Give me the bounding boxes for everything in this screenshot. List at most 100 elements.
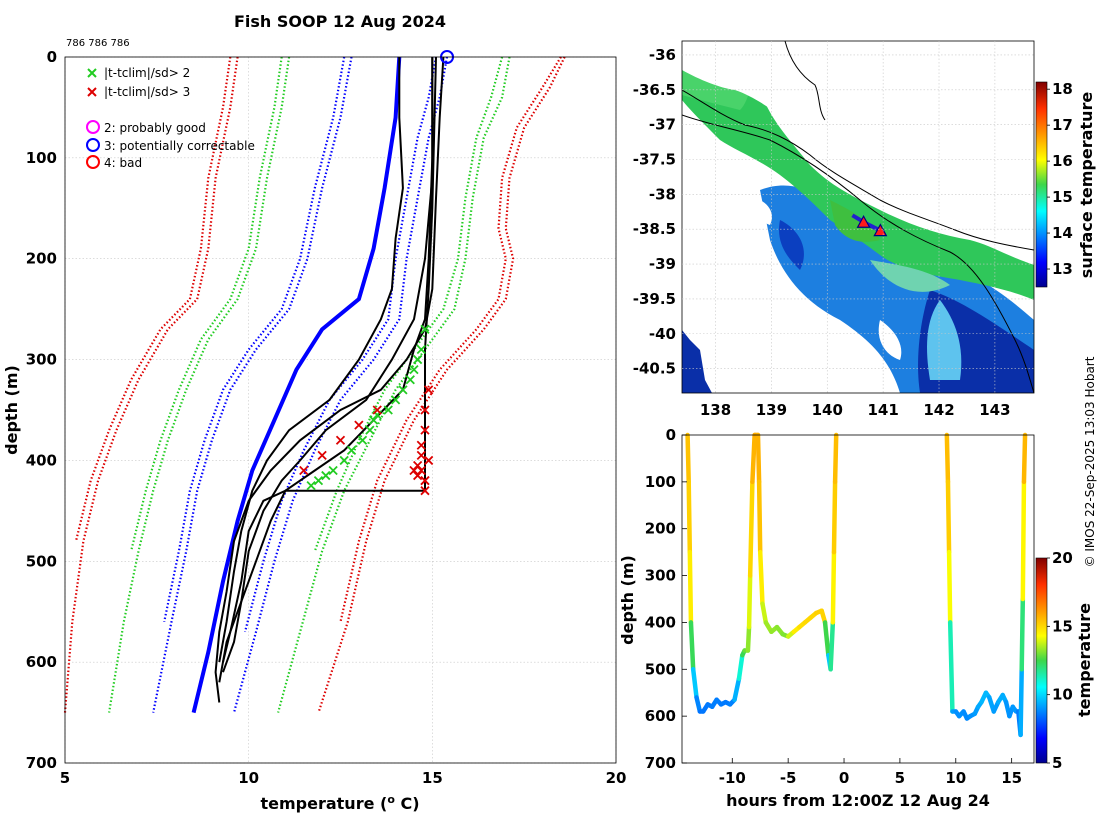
map-cold-patch: [779, 220, 804, 270]
ts-cbar-tick-label: 15: [1052, 617, 1073, 635]
ts-track-segment: [828, 620, 836, 672]
profile-ytick-label: 100: [26, 149, 57, 167]
profile-series-line: [218, 57, 404, 663]
ts-cbar-tick-label: 10: [1052, 686, 1073, 704]
map-ytick-label: -40.5: [633, 360, 676, 378]
ts-colorbar-label: temperature: [1075, 603, 1094, 717]
profile-ytick-label: 700: [26, 754, 57, 772]
profile-xtick-label: 5: [60, 769, 70, 787]
profile-series-line: [317, 56, 566, 713]
flag-cross-mark: [306, 481, 316, 491]
ts-track-segment: [750, 432, 757, 485]
map-ytick-label: -39.5: [633, 290, 676, 308]
profile-ylabel: depth (m): [2, 365, 21, 455]
legend: |t-tclim|/sd> 2 |t-tclim|/sd> 3 2: proba…: [86, 66, 255, 170]
map-cbar-tick-label: 13: [1052, 260, 1073, 278]
ts-series: [685, 432, 1028, 738]
profile-series-line: [222, 56, 437, 663]
ts-ytick-label: 500: [645, 660, 676, 678]
ts-track-segment: [736, 652, 745, 681]
flag-cross-mark: [409, 465, 419, 476]
ts-ticks: -10 -5 0 5 10 15 0 100 200 300 400 500 600 700: [645, 426, 1022, 787]
ts-colorbar: [1035, 557, 1048, 764]
ts-track-segment: [685, 432, 691, 485]
map-ytick-label: -37.5: [633, 150, 676, 168]
flag-cross-mark: [405, 375, 415, 385]
profile-series-line: [232, 56, 449, 713]
ts-track-segment: [832, 432, 839, 485]
credit: © IMOS 22-Sep-2025 13:03 Hobart: [1083, 356, 1097, 567]
ts-track-segment: [732, 676, 742, 702]
profile-series: [63, 56, 566, 714]
map-ticks: 138 139 140 141 142 143 -36 -36.5 -37 -37.5 -38 -38…: [633, 41, 1034, 419]
map-cloud-gap-2: [878, 320, 902, 360]
map-ytick-label: -36.5: [633, 81, 676, 99]
legend-sd3-label: |t-tclim|/sd> 3: [104, 85, 190, 99]
ts-track-segment: [831, 479, 838, 555]
ts-track-segment: [947, 620, 955, 714]
ts-track-segment: [694, 695, 703, 714]
ts-cbar-ticks: 5 10 15 20: [1047, 549, 1073, 772]
ts-track-segment: [946, 549, 953, 625]
profile-xlabel: temperature (o C): [260, 793, 419, 813]
ts-track-segment: [1018, 667, 1024, 738]
profile-ytick-label: 300: [26, 351, 57, 369]
profile-ytick-label: 400: [26, 451, 57, 469]
map-eddy-ring: [927, 300, 962, 380]
flag-cross-mark: [416, 465, 426, 476]
map-overlay: [851, 213, 888, 237]
ts-ytick-label: 600: [645, 707, 676, 725]
ts-track-segment: [830, 549, 837, 625]
profile-series-line: [339, 56, 562, 623]
profile-xtick-label: 15: [422, 769, 443, 787]
map-coast-north: [784, 41, 826, 121]
flag-cross-mark: [328, 465, 338, 476]
flag-cross-mark: [424, 455, 434, 466]
ts-ytick-label: 0: [666, 426, 676, 444]
ts-xtick-label: -10: [719, 769, 746, 787]
profile-series-line: [108, 56, 291, 713]
profile-xlabel-sup: o: [387, 793, 395, 806]
ts-track-segment: [944, 432, 951, 485]
flag-cross-mark: [299, 465, 309, 476]
map-shelf-water: [682, 54, 1034, 301]
flag-cross-mark: [398, 385, 408, 395]
ts-ylabel: depth (m): [618, 555, 637, 645]
profile-ytick-label: 600: [26, 653, 57, 671]
flag-cross-mark: [354, 420, 364, 430]
ts-track-segment: [760, 601, 769, 625]
profile-series-line: [277, 56, 511, 713]
map-colorbar-label: surface temperature: [1077, 92, 1096, 279]
legend-flag3-label: 3: potentially correctable: [104, 139, 255, 153]
profile-flags: [299, 50, 455, 496]
ts-xtick-label: 0: [839, 769, 849, 787]
flag-cross-mark: [372, 405, 382, 415]
map-cbar-tick-label: 17: [1052, 116, 1073, 134]
ids-label: 786 786 786: [66, 38, 130, 49]
flag-cross-mark: [321, 470, 331, 481]
map-mixed-water: [870, 260, 950, 292]
map-sst-field: [682, 41, 1034, 393]
ts-ytick-label: 300: [645, 567, 676, 585]
ts-ytick-label: 100: [645, 473, 676, 491]
legend-flag4-icon: [86, 155, 100, 169]
ts-xtick-label: 15: [1001, 769, 1022, 787]
map-xtick-label: 139: [756, 401, 787, 419]
map-cbar-ticks: 13 14 15 16 17 18: [1047, 80, 1073, 278]
map-cbar-tick-label: 14: [1052, 224, 1073, 242]
profile-series-line: [218, 57, 434, 683]
map-xtick-label: 138: [700, 401, 731, 419]
flag-cross-mark: [335, 435, 346, 445]
legend-flag4-label: 4: bad: [104, 156, 142, 170]
ts-track-segment: [822, 620, 831, 658]
ts-track-segment: [756, 479, 763, 555]
ts-xtick-label: 5: [895, 769, 905, 787]
profile-series-line: [130, 56, 283, 552]
profile-ytick-label: 500: [26, 552, 57, 570]
flag-cross-mark: [383, 405, 393, 415]
flag-cross-mark: [416, 440, 426, 450]
map-station-triangle: [856, 214, 871, 228]
profile-series-line: [74, 56, 232, 542]
map-shelf-break: [682, 114, 1034, 393]
